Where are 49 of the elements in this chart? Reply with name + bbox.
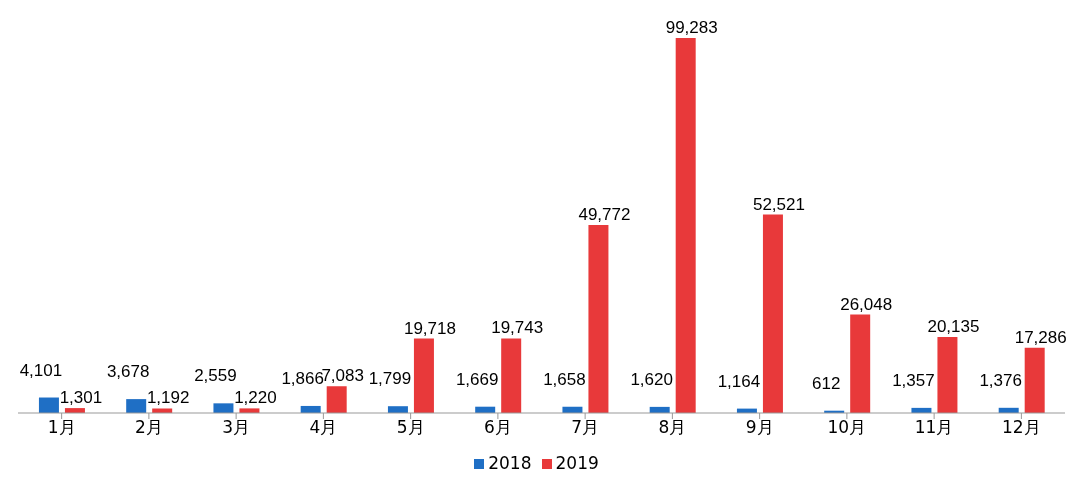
x-tick-label: 2月 xyxy=(134,417,163,438)
data-label: 1,357 xyxy=(892,370,935,390)
data-label: 49,772 xyxy=(578,205,631,225)
data-label: 20,135 xyxy=(927,316,980,336)
data-label: 1,220 xyxy=(234,388,277,408)
bar xyxy=(762,214,783,413)
legend-label: 2018 xyxy=(488,453,532,473)
legend-label: 2019 xyxy=(555,453,599,473)
data-label: 2,559 xyxy=(194,366,237,386)
data-label: 1,658 xyxy=(543,369,586,389)
data-label: 7,083 xyxy=(321,366,364,386)
data-label: 1,301 xyxy=(59,388,103,408)
data-label: 19,743 xyxy=(491,318,544,338)
x-tick-label: 8月 xyxy=(658,417,687,438)
data-label: 1,192 xyxy=(146,388,190,408)
data-label: 1,376 xyxy=(979,370,1022,390)
bar xyxy=(413,338,434,413)
bar xyxy=(850,314,871,413)
data-label: 19,718 xyxy=(403,318,456,338)
bar xyxy=(675,38,696,413)
data-label: 99,283 xyxy=(665,18,718,37)
bar xyxy=(1024,347,1045,413)
data-label: 4,101 xyxy=(19,360,63,380)
x-tick-label: 10月 xyxy=(827,417,867,438)
data-label: 17,286 xyxy=(1014,327,1067,347)
bar xyxy=(326,386,347,413)
data-label: 1,164 xyxy=(717,371,761,391)
bar xyxy=(937,336,958,413)
data-label: 52,521 xyxy=(752,194,805,214)
bar xyxy=(126,399,147,413)
x-tick-label: 9月 xyxy=(745,417,774,438)
x-tick-label: 3月 xyxy=(222,417,251,438)
data-label: 1,669 xyxy=(455,369,499,389)
x-tick-label: 12月 xyxy=(1002,417,1041,438)
data-label: 26,048 xyxy=(840,294,893,314)
bar xyxy=(501,338,522,413)
data-label: 612 xyxy=(812,373,841,393)
bar xyxy=(38,397,59,413)
x-tick-label: 1月 xyxy=(47,417,76,438)
bar xyxy=(588,225,609,413)
data-label: 3,678 xyxy=(106,362,150,382)
bar xyxy=(213,403,234,413)
x-tick-label: 4月 xyxy=(309,417,338,438)
x-tick-label: 11月 xyxy=(914,417,954,438)
data-label: 1,799 xyxy=(368,369,412,389)
x-tick-label: 7月 xyxy=(571,417,600,438)
data-label: 1,620 xyxy=(630,369,673,389)
x-tick-label: 5月 xyxy=(396,417,425,438)
x-tick-label: 6月 xyxy=(483,417,512,438)
